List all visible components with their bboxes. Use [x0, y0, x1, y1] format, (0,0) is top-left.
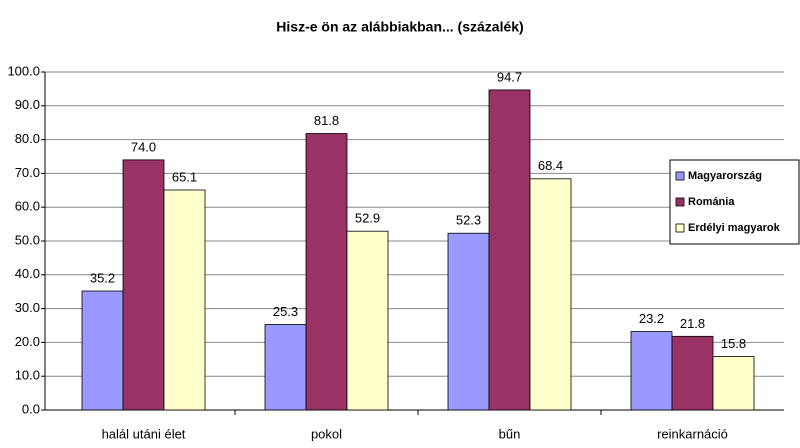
y-tick-label: 10.0 — [15, 368, 40, 383]
value-label: 52.9 — [355, 211, 380, 226]
value-label: 74.0 — [131, 139, 156, 154]
y-tick-label: 100.0 — [7, 63, 40, 78]
bar — [163, 189, 206, 411]
y-tick-label: 70.0 — [15, 165, 40, 180]
legend-swatch — [675, 171, 685, 181]
bar — [529, 178, 572, 411]
x-tick-label: halál utáni élet — [102, 426, 186, 441]
bar — [346, 230, 389, 411]
bar — [630, 331, 673, 411]
x-tick-label: pokol — [311, 426, 342, 441]
value-label: 68.4 — [538, 158, 563, 173]
x-tick-label: bűn — [499, 426, 521, 441]
bar — [81, 290, 124, 411]
legend-label: Románia — [688, 196, 735, 208]
value-label: 81.8 — [314, 113, 339, 128]
y-tick-label: 30.0 — [15, 300, 40, 315]
legend-label: Magyarország — [688, 170, 762, 182]
y-tick-label: 50.0 — [15, 232, 40, 247]
y-tick-label: 90.0 — [15, 97, 40, 112]
value-label: 15.8 — [721, 336, 746, 351]
bar — [712, 356, 755, 411]
y-tick-label: 0.0 — [22, 401, 40, 416]
chart-title: Hisz-e ön az alábbiakban... (százalék) — [276, 19, 523, 35]
x-tick-label: reinkarnáció — [657, 426, 728, 441]
bar — [122, 159, 165, 411]
legend-swatch — [675, 197, 685, 207]
value-label: 52.3 — [456, 213, 481, 228]
value-label: 23.2 — [639, 311, 664, 326]
y-tick-label: 40.0 — [15, 266, 40, 281]
value-label: 94.7 — [497, 69, 522, 84]
legend-box — [669, 159, 800, 245]
value-label: 65.1 — [172, 169, 197, 184]
legend-label: Erdélyi magyarok — [688, 222, 781, 234]
y-tick-label: 80.0 — [15, 131, 40, 146]
y-tick-label: 60.0 — [15, 199, 40, 214]
bar — [264, 324, 307, 411]
y-tick-label: 20.0 — [15, 334, 40, 349]
legend-swatch — [675, 223, 685, 233]
value-label: 25.3 — [273, 304, 298, 319]
value-label: 35.2 — [90, 270, 115, 285]
bar — [447, 232, 490, 411]
bar — [305, 133, 348, 411]
value-label: 21.8 — [680, 316, 705, 331]
bar — [488, 89, 531, 411]
bar — [671, 335, 714, 411]
